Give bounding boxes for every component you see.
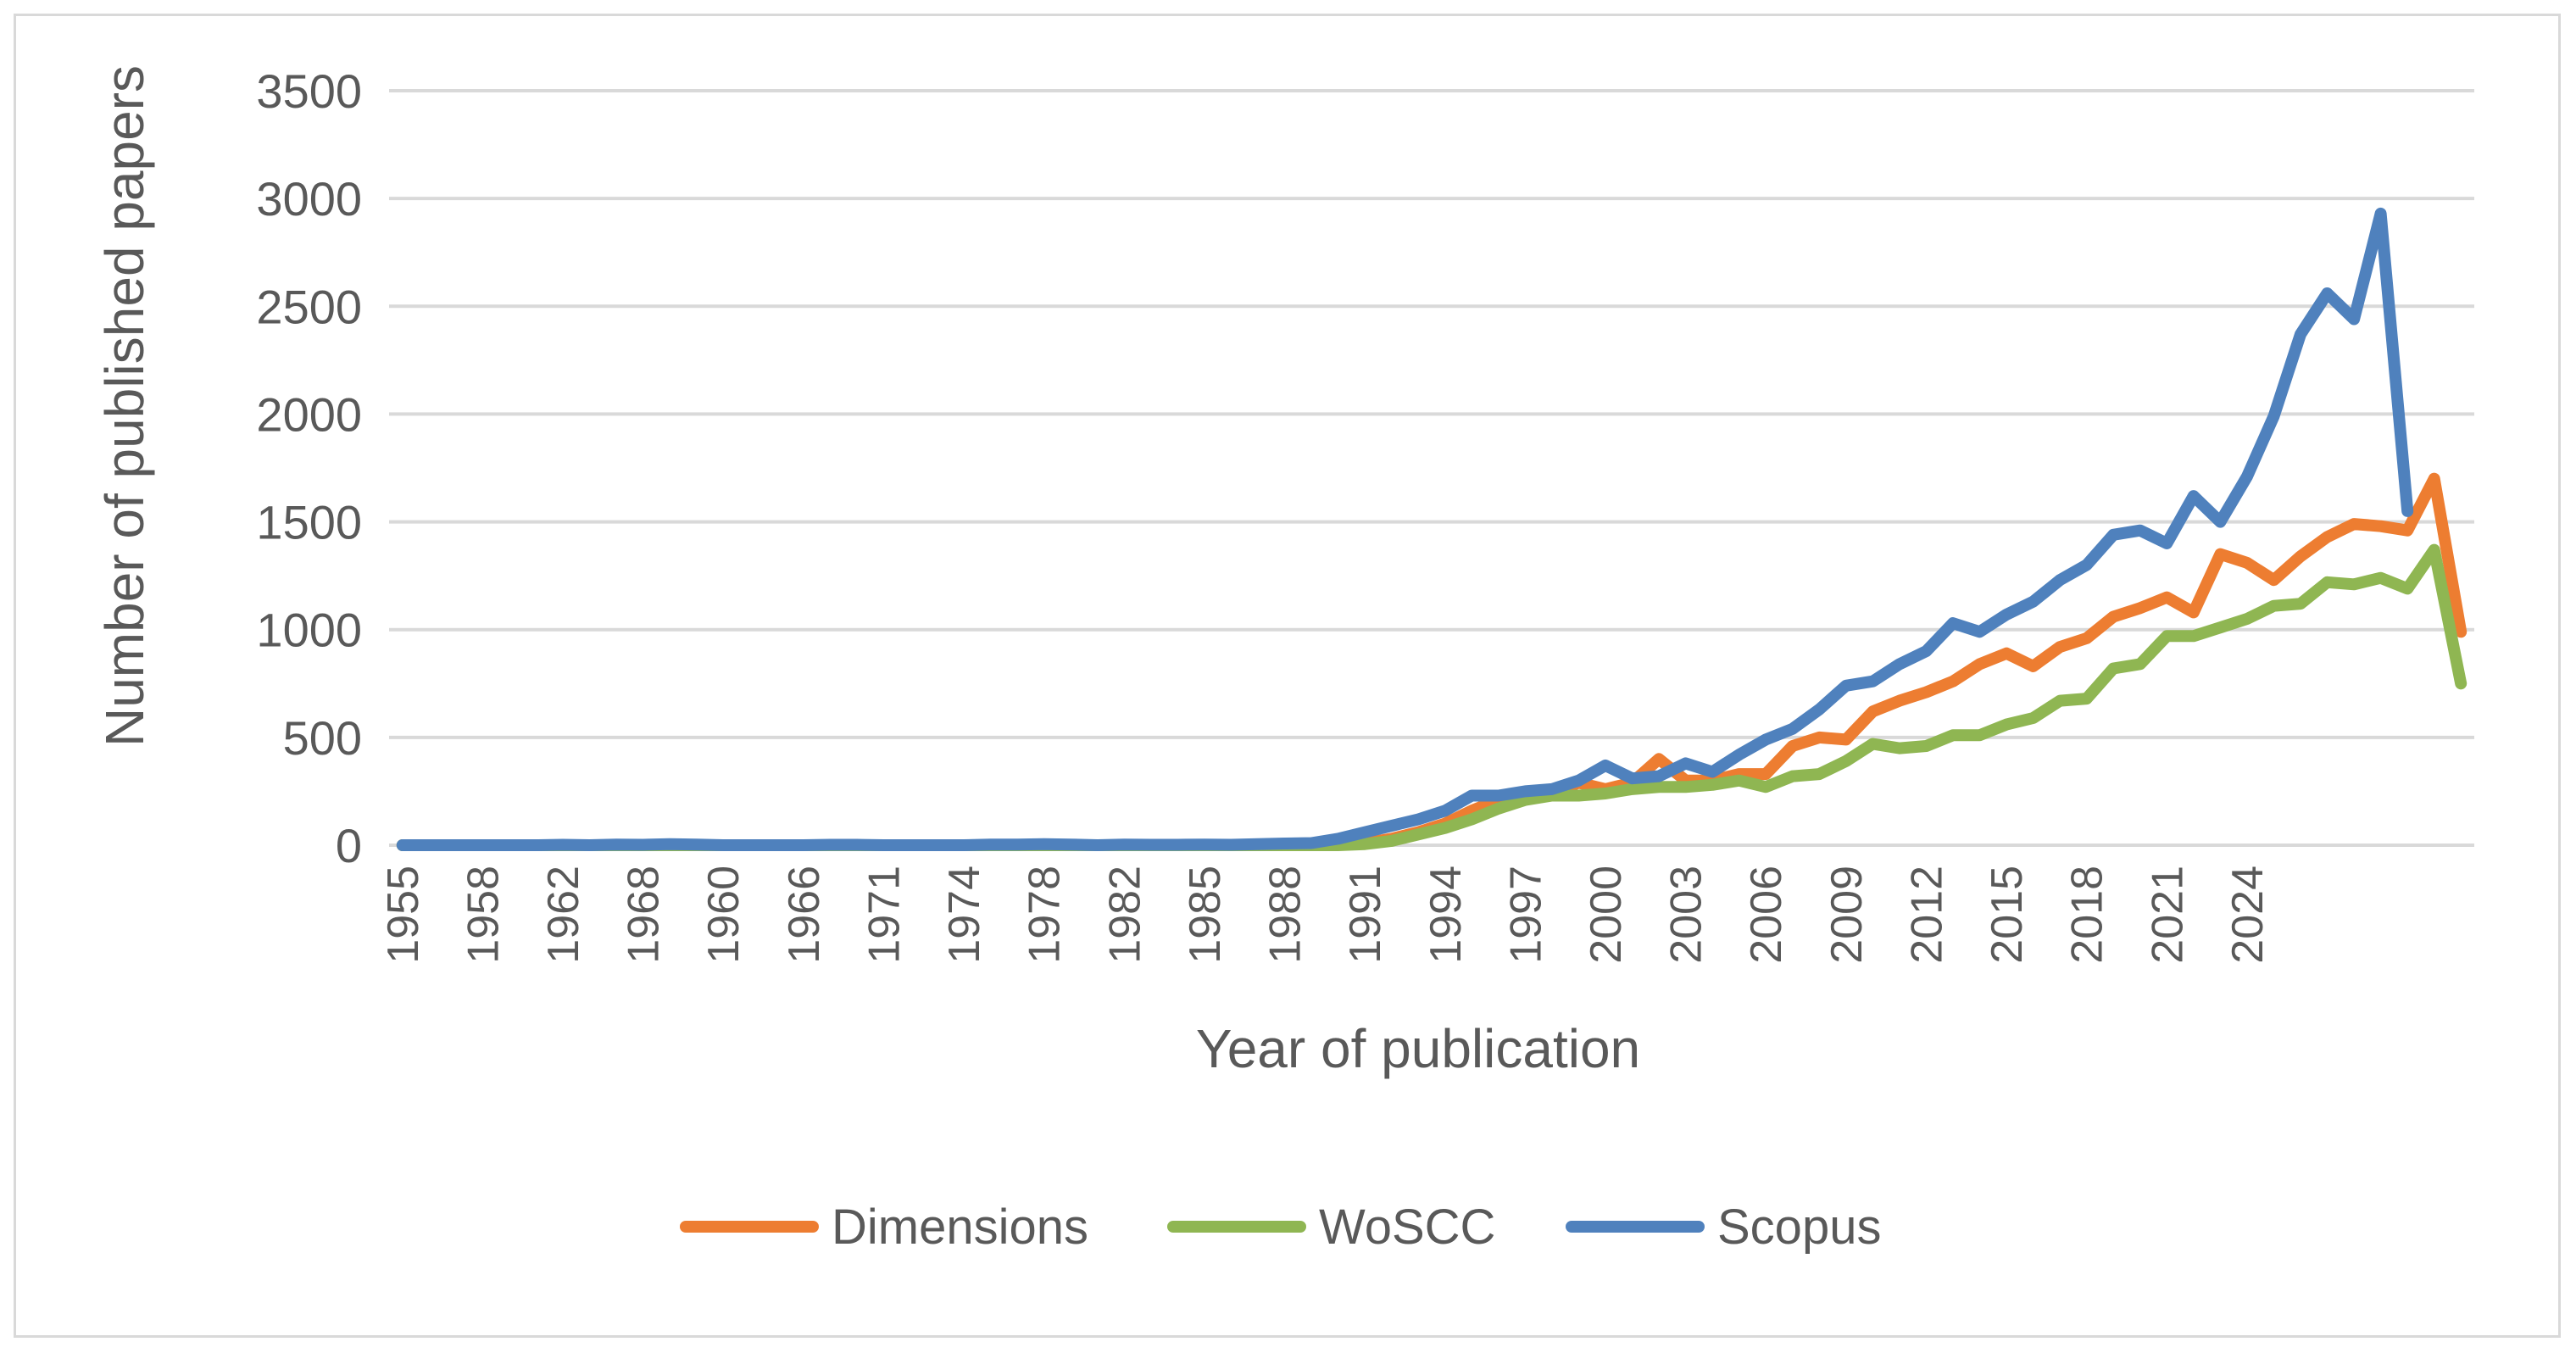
legend-label-dimensions: Dimensions	[832, 1200, 1088, 1255]
y-tick-label: 2000	[256, 387, 362, 441]
x-tick-label: 2021	[2143, 866, 2192, 964]
y-axis-title: Number of published papers	[94, 65, 155, 747]
x-tick-label: 1985	[1181, 866, 1230, 964]
series-line-woscc	[396, 543, 2468, 851]
y-axis-ticks: 0 500 1000 1500 2000 2500 3000 3500	[256, 64, 362, 872]
y-tick-label: 1500	[256, 496, 362, 549]
x-tick-label: 1988	[1261, 866, 1310, 964]
x-tick-label: 1966	[780, 866, 829, 964]
x-tick-label: 1958	[459, 866, 508, 964]
x-axis-title: Year of publication	[1196, 1018, 1640, 1079]
legend-label-woscc: WoSCC	[1319, 1200, 1495, 1255]
line-chart: 0 500 1000 1500 2000 2500 3000 3500 1955 1958 196…	[94, 64, 2474, 1255]
x-tick-label: 1994	[1422, 866, 1471, 964]
y-tick-label: 3500	[256, 64, 362, 118]
x-tick-label: 1955	[379, 866, 428, 964]
series-line-scopus	[396, 207, 2414, 851]
x-tick-label: 1962	[539, 866, 588, 964]
x-tick-label: 1968	[620, 866, 669, 964]
x-tick-label: 1978	[1021, 866, 1070, 964]
x-tick-label: 2009	[1822, 866, 1872, 964]
legend: Dimensions WoSCC Scopus	[680, 1200, 1881, 1255]
x-tick-label: 1974	[940, 866, 989, 964]
x-tick-label: 2015	[1983, 866, 2032, 964]
x-tick-label: 1960	[699, 866, 748, 964]
gridlines	[389, 89, 2474, 847]
y-tick-label: 1000	[256, 604, 362, 657]
chart-frame: 0 500 1000 1500 2000 2500 3000 3500 1955 1958 196…	[14, 14, 2561, 1338]
y-tick-label: 500	[283, 711, 362, 765]
x-tick-label: 1982	[1100, 866, 1149, 964]
x-tick-label: 2018	[2063, 866, 2112, 964]
x-tick-label: 1991	[1341, 866, 1390, 964]
x-tick-label: 2006	[1742, 866, 1791, 964]
x-tick-label: 2003	[1662, 866, 1711, 964]
x-tick-label: 2000	[1582, 866, 1631, 964]
y-tick-label: 2500	[256, 280, 362, 333]
x-tick-label: 1997	[1501, 866, 1550, 964]
x-tick-label: 2012	[1902, 866, 1951, 964]
legend-label-scopus: Scopus	[1717, 1200, 1881, 1255]
y-tick-label: 3000	[256, 172, 362, 226]
x-axis-ticks: 1955 1958 1962 1968 1960 1966 1971 1974 1978 1982…	[379, 866, 2273, 964]
x-tick-label: 1971	[860, 866, 909, 964]
series-lines	[396, 207, 2468, 851]
x-tick-label: 2024	[2223, 866, 2273, 964]
y-tick-label: 0	[336, 819, 362, 872]
